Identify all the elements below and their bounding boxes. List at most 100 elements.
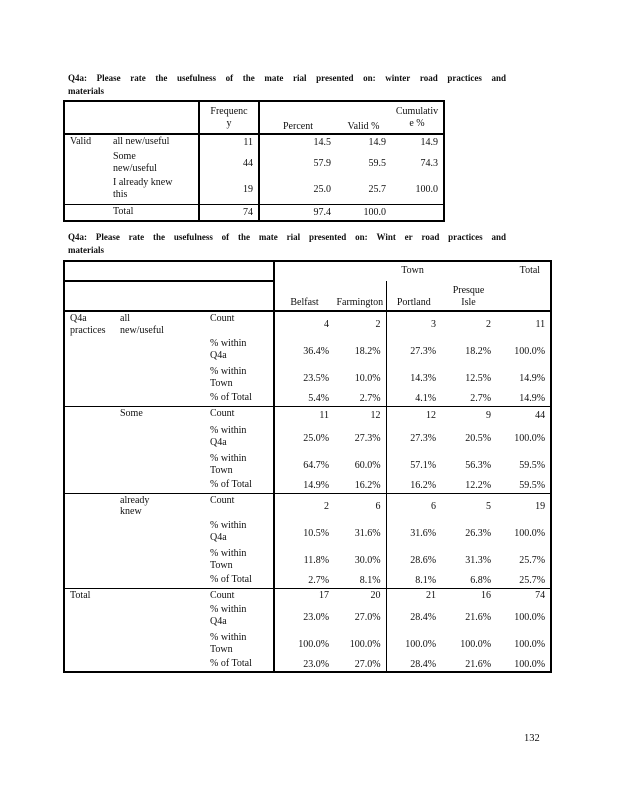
header-total-column-empty (496, 281, 552, 312)
crosstab-row: % of Total 5.4% 2.7% 4.1% 2.7% 14.9% (64, 391, 551, 406)
value-cell: 30.0% (354, 554, 381, 566)
cumulative-percent-cell: 14.9 (420, 137, 439, 148)
value-cell: 20.5% (465, 432, 492, 444)
value-cell: 9 (441, 405, 497, 424)
title-word: Please (96, 73, 121, 83)
header-town-farmington: Farmington (334, 281, 387, 312)
row-label-cell: Some new/useful (113, 151, 157, 174)
value-cell: 74 (496, 587, 552, 603)
header-empty-block (64, 261, 275, 282)
title-word: rate (130, 73, 146, 83)
page-number: 132 (524, 733, 540, 744)
value-cell: 2.7% (470, 392, 492, 404)
value-cell: 23.0% (273, 603, 335, 631)
valid-percent-cell: 100.0 (336, 203, 391, 221)
valid-percent-cell: 59.5 (368, 157, 387, 169)
crosstab-header-row-towns: Belfast Farmington Portland Presque Isle (64, 281, 552, 312)
value-cell: 64.7% (273, 452, 335, 478)
category-cell (116, 657, 208, 672)
title-word: usefulness (177, 73, 217, 83)
value-cell: 100.0% (385, 631, 442, 657)
row-group-cell (64, 337, 116, 365)
category-cell (116, 478, 208, 493)
title-word: rial (293, 73, 307, 83)
row-label-cell: Total (109, 203, 199, 221)
value-cell: 100.0% (514, 638, 546, 650)
value-cell: 31.6% (385, 519, 442, 547)
crosstab-row: Some Count 11 12 12 9 44 (64, 405, 552, 424)
crosstab-row: % within Town 11.8% 30.0% 28.6% 31.3% 25.7% (64, 547, 551, 573)
title-word: Wint (376, 232, 396, 242)
title-word: road (421, 232, 440, 242)
category-cell (116, 424, 208, 452)
title-word: Q4a: (68, 73, 87, 83)
value-cell: 28.4% (385, 603, 442, 631)
value-cell: 31.6% (354, 527, 381, 539)
value-cell: 23.5% (273, 365, 335, 391)
value-cell: 27.3% (385, 424, 442, 452)
value-cell: 59.5% (519, 479, 546, 491)
value-cell: 27.0% (354, 658, 381, 670)
measure-cell: % within Town (210, 632, 247, 655)
title-word: presented (316, 73, 354, 83)
frequency-table-row: Valid all new/useful 11 14.5 14.9 14.9 (64, 134, 444, 150)
title-word: Please (95, 232, 120, 242)
title-word: practices (448, 232, 483, 242)
category-cell: already knew (116, 492, 208, 519)
value-cell: 28.4% (385, 657, 442, 672)
value-cell: 100.0% (349, 638, 381, 650)
title-word: rate (128, 232, 145, 242)
measure-cell: Count (210, 313, 235, 324)
valid-percent-cell: 14.9 (368, 137, 387, 148)
title-line-1: Q4a: Please rate the usefulness of the mate rial… (68, 231, 506, 243)
value-cell: 3 (385, 311, 442, 337)
value-cell: 6.8% (470, 574, 492, 586)
row-group-cell (64, 391, 116, 406)
title-line-2: materials (68, 245, 104, 255)
title-word: mate (258, 232, 278, 242)
value-cell: 23.0% (273, 657, 335, 672)
header-percent: Percent (259, 101, 336, 135)
percent-cell: 57.9 (313, 157, 332, 169)
frequency-table-header-row: Frequenc y Percent Valid % Cumulativ e % (64, 101, 444, 135)
row-group-cell (64, 478, 116, 493)
measure-cell: Count (208, 405, 275, 424)
value-cell: 2 (273, 492, 335, 519)
value-cell: 100.0% (273, 631, 335, 657)
row-group-cell (64, 203, 109, 221)
value-cell: 4 (273, 311, 335, 337)
row-group-cell: Valid (70, 136, 92, 147)
crosstab-row: Q4a practices all new/useful Count 4 2 3 2 11 (64, 311, 551, 337)
category-cell (116, 391, 208, 406)
value-cell: 56.3% (465, 459, 492, 471)
value-cell: 4.1% (385, 391, 442, 406)
value-cell: 16.2% (385, 478, 442, 493)
value-cell: 28.6% (385, 547, 442, 573)
crosstab-row: % within Q4a 25.0% 27.3% 27.3% 20.5% 100.0% (64, 424, 551, 452)
title-word: Q4a: (68, 232, 87, 242)
measure-cell: Count (208, 492, 275, 519)
valid-percent-cell: 25.7 (368, 184, 387, 196)
crosstab-row: % within Q4a 23.0% 27.0% 28.4% 21.6% 100.0% (64, 603, 551, 631)
title-word: usefulness (173, 232, 213, 242)
value-cell: 17 (273, 587, 335, 603)
row-group-cell (64, 176, 109, 204)
value-cell: 59.5% (519, 459, 546, 471)
q4a-frequency-table: Frequenc y Percent Valid % Cumulativ e %… (63, 100, 445, 222)
crosstab-row: % within Town 23.5% 10.0% 14.3% 12.5% 14.9% (64, 365, 551, 391)
measure-cell: % within Q4a (210, 338, 247, 361)
value-cell: 14.3% (385, 365, 442, 391)
value-cell: 100.0% (514, 345, 546, 357)
header-total-label: Total (519, 265, 541, 276)
category-cell (116, 603, 208, 631)
header-town-total-cell: Town Total (273, 261, 552, 281)
cumulative-percent-cell: 74.3 (420, 157, 439, 169)
header-town-belfast: Belfast (273, 281, 335, 312)
value-cell: 100.0% (514, 658, 546, 670)
crosstab-row: % of Total 23.0% 27.0% 28.4% 21.6% 100.0% (64, 657, 551, 672)
percent-cell: 14.5 (313, 137, 332, 148)
value-cell: 6 (385, 492, 442, 519)
value-cell: 5 (441, 492, 497, 519)
title-word: and (491, 232, 506, 242)
